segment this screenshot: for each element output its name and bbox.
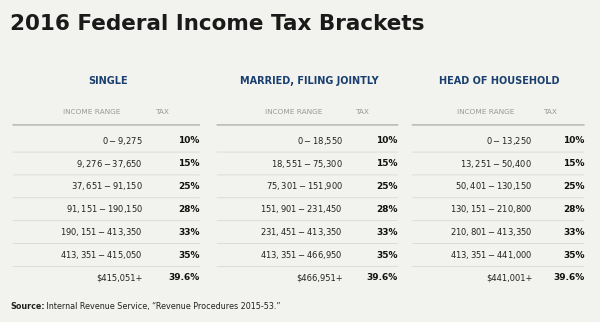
Text: 25%: 25% — [178, 182, 199, 191]
Text: 35%: 35% — [376, 251, 398, 260]
Text: $130,151 - $210,800: $130,151 - $210,800 — [449, 203, 532, 215]
Text: Source:: Source: — [10, 302, 45, 311]
Text: 35%: 35% — [178, 251, 199, 260]
Text: $415,051+: $415,051+ — [97, 273, 143, 282]
Text: 15%: 15% — [376, 159, 398, 168]
Text: TAX: TAX — [355, 109, 369, 115]
Text: $231,451 - $413,350: $231,451 - $413,350 — [260, 226, 343, 238]
Text: $190,151 - $413,350: $190,151 - $413,350 — [61, 226, 143, 238]
Text: $413,351 - $415,050: $413,351 - $415,050 — [61, 249, 143, 261]
Text: 28%: 28% — [563, 205, 584, 214]
Text: INCOME RANGE: INCOME RANGE — [265, 109, 322, 115]
Text: $13,251 -  $50,400: $13,251 - $50,400 — [460, 157, 532, 169]
Text: 39.6%: 39.6% — [367, 273, 398, 282]
Text: 15%: 15% — [563, 159, 584, 168]
Text: $75,301 - $151,900: $75,301 - $151,900 — [266, 180, 343, 193]
Text: $0 -  $13,250: $0 - $13,250 — [486, 135, 532, 147]
Text: 33%: 33% — [178, 228, 199, 237]
Text: $9,276 -  $37,650: $9,276 - $37,650 — [76, 157, 143, 169]
Text: 2016 Federal Income Tax Brackets: 2016 Federal Income Tax Brackets — [10, 14, 425, 33]
Text: $0 -  $18,550: $0 - $18,550 — [296, 135, 343, 147]
Text: $50,401 - $130,150: $50,401 - $130,150 — [455, 180, 532, 193]
Text: 39.6%: 39.6% — [553, 273, 584, 282]
Text: 10%: 10% — [563, 136, 584, 145]
Text: $91,151 - $190,150: $91,151 - $190,150 — [65, 203, 143, 215]
Text: 10%: 10% — [178, 136, 199, 145]
Text: 10%: 10% — [376, 136, 398, 145]
Text: Internal Revenue Service, “Revenue Procedures 2015-53.”: Internal Revenue Service, “Revenue Proce… — [44, 302, 281, 311]
Text: $37,651 -  $91,150: $37,651 - $91,150 — [71, 180, 143, 193]
Text: $210,801 - $413,350: $210,801 - $413,350 — [449, 226, 532, 238]
Text: $0 -   $9,275: $0 - $9,275 — [102, 135, 143, 147]
Text: 39.6%: 39.6% — [168, 273, 199, 282]
Text: 33%: 33% — [563, 228, 584, 237]
Text: $151,901 - $231,450: $151,901 - $231,450 — [260, 203, 343, 215]
Text: TAX: TAX — [155, 109, 169, 115]
Text: 28%: 28% — [376, 205, 398, 214]
Text: $18,551 -  $75,300: $18,551 - $75,300 — [271, 157, 343, 169]
Text: $466,951+: $466,951+ — [296, 273, 343, 282]
Text: $413,351 - $466,950: $413,351 - $466,950 — [260, 249, 343, 261]
Text: INCOME RANGE: INCOME RANGE — [64, 109, 121, 115]
Text: 15%: 15% — [178, 159, 199, 168]
Text: INCOME RANGE: INCOME RANGE — [457, 109, 514, 115]
Text: $413,351 - $441,000: $413,351 - $441,000 — [449, 249, 532, 261]
Text: 33%: 33% — [376, 228, 398, 237]
Text: $441,001+: $441,001+ — [486, 273, 532, 282]
Text: HEAD OF HOUSEHOLD: HEAD OF HOUSEHOLD — [439, 76, 560, 86]
Text: 35%: 35% — [563, 251, 584, 260]
Text: 25%: 25% — [376, 182, 398, 191]
Text: MARRIED, FILING JOINTLY: MARRIED, FILING JOINTLY — [239, 76, 378, 86]
Text: 25%: 25% — [563, 182, 584, 191]
Text: SINGLE: SINGLE — [88, 76, 128, 86]
Text: 28%: 28% — [178, 205, 199, 214]
Text: TAX: TAX — [543, 109, 557, 115]
